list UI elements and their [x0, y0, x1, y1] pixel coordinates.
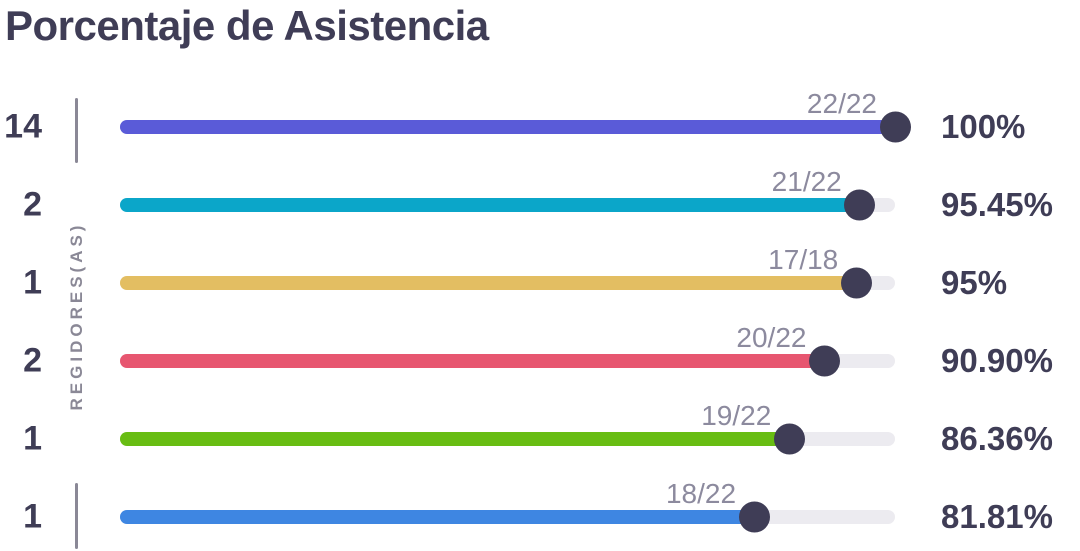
regidores-count-label: 1 — [23, 497, 42, 536]
attendance-row: 2 21/22 95.45% — [0, 166, 1080, 244]
regidores-count-label: 14 — [4, 107, 42, 146]
attendance-row: 14 22/22 100% — [0, 88, 1080, 166]
attendance-row: 1 18/22 81.81% — [0, 478, 1080, 551]
bar-fill — [120, 354, 825, 368]
fraction-label: 18/22 — [665, 478, 737, 509]
percent-label: 90.90% — [941, 342, 1053, 379]
bar-fill — [120, 198, 860, 212]
attendance-row: 2 20/22 90.90% — [0, 322, 1080, 400]
attendance-row: 1 17/18 95% — [0, 244, 1080, 322]
regidores-count-label: 2 — [23, 341, 42, 380]
y-axis-line-top-segment — [75, 98, 78, 163]
percent-label: 100% — [941, 108, 1026, 145]
fraction-label: 21/22 — [771, 166, 842, 197]
percent-label: 81.81% — [941, 498, 1053, 535]
y-axis-line-bottom-segment — [75, 483, 78, 549]
fraction-label: 20/22 — [736, 322, 807, 353]
attendance-row: 1 19/22 86.36% — [0, 400, 1080, 478]
percent-label: 95% — [941, 264, 1008, 301]
bar-fill — [120, 120, 895, 134]
bar-endpoint-dot — [808, 345, 840, 377]
bar-endpoint-dot — [840, 267, 872, 299]
bar-fill — [120, 276, 857, 290]
percent-label: 86.36% — [941, 420, 1053, 457]
fraction-label: 19/22 — [701, 400, 772, 431]
bar-endpoint-dot — [738, 501, 770, 533]
regidores-count-label: 1 — [23, 419, 42, 458]
regidores-count-label: 2 — [23, 185, 42, 224]
bar-fill — [120, 432, 790, 446]
bar-endpoint-dot — [844, 189, 876, 221]
bar-endpoint-dot — [879, 111, 911, 143]
bar-endpoint-dot — [773, 423, 805, 455]
percent-label: 95.45% — [941, 186, 1053, 223]
fraction-label: 22/22 — [806, 88, 877, 119]
fraction-label: 17/18 — [768, 244, 839, 275]
bar-fill — [120, 510, 755, 524]
page-title: Porcentaje de Asistencia — [5, 2, 489, 49]
regidores-count-label: 1 — [23, 263, 42, 302]
